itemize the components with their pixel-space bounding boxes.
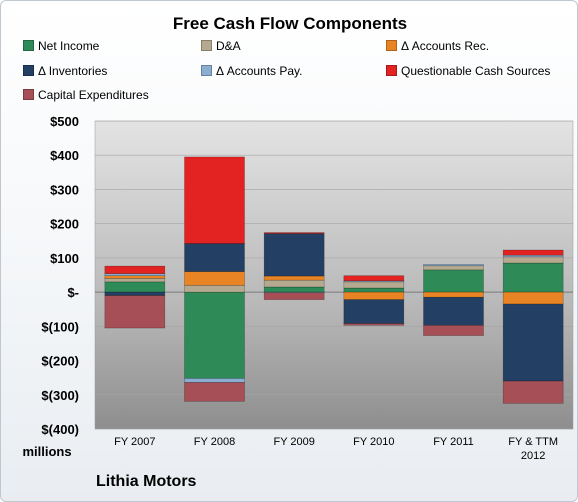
plot-area xyxy=(94,120,574,430)
legend-item: Δ Accounts Pay. xyxy=(201,64,303,78)
y-tick-label: $(400) xyxy=(41,422,79,437)
x-tick-label: FY 2009 xyxy=(273,436,314,448)
legend-item: Δ Inventories xyxy=(23,64,107,78)
y-tick-label: $(200) xyxy=(41,354,79,369)
bar-stacks xyxy=(104,156,564,404)
x-tick-label: FY 2008 xyxy=(194,436,235,448)
company-label: Lithia Motors xyxy=(96,473,197,490)
legend-swatch xyxy=(23,89,34,100)
x-tick-label: FY 2007 xyxy=(114,436,155,448)
bar-segment xyxy=(263,275,325,281)
legend-swatch xyxy=(201,65,212,76)
legend-swatch xyxy=(201,40,212,51)
bar-segment xyxy=(263,279,325,288)
gridlines xyxy=(95,120,573,430)
y-tick-label: $300 xyxy=(50,182,79,197)
y-tick-label: $(100) xyxy=(41,319,79,334)
bar-segment xyxy=(502,256,564,264)
bar-segment xyxy=(184,156,245,244)
y-tick-label: $- xyxy=(67,285,79,300)
chart-legend: Net Income D&A Δ Accounts Rec. Δ Inventorie… xyxy=(1,1,577,111)
bar-segment xyxy=(423,264,484,267)
legend-item: Net Income xyxy=(23,39,99,53)
bar-segment xyxy=(263,233,325,277)
bar-segment xyxy=(343,291,405,300)
x-tick-label: FY & TTM 2012 xyxy=(508,436,558,462)
y-axis-label: millions xyxy=(22,444,71,459)
bar-segment xyxy=(184,291,245,379)
legend-item: Questionable Cash Sources xyxy=(386,64,550,78)
legend-label: Δ Accounts Rec. xyxy=(401,39,490,53)
bar-segment xyxy=(502,303,564,382)
bar-segment xyxy=(343,299,405,324)
y-axis-ticks: $500 $400 $300 $200 $100 $- $(100) $(200) $(300)… xyxy=(41,114,79,437)
bar-segment xyxy=(423,325,484,336)
bar-segment xyxy=(423,265,484,271)
bar-segment xyxy=(104,281,166,293)
x-axis-ticks: FY 2007 FY 2008 FY 2009 FY 2010 FY 2011 FY & … xyxy=(114,436,558,462)
bar-segment xyxy=(263,286,325,293)
bar-segment xyxy=(343,275,405,282)
bar-segment xyxy=(423,296,484,326)
legend-label: Δ Accounts Pay. xyxy=(216,64,303,78)
legend-label: Capital Expenditures xyxy=(38,88,149,102)
bar-segment xyxy=(343,287,405,293)
legend-item: D&A xyxy=(201,39,241,53)
bar-segment xyxy=(104,275,166,279)
bar-segment xyxy=(184,243,245,272)
legend-label: Δ Inventories xyxy=(38,64,108,78)
legend-item: Δ Accounts Rec. xyxy=(386,39,489,53)
legend-label: D&A xyxy=(216,39,241,53)
bar-segment xyxy=(343,281,405,289)
bar-segment xyxy=(502,380,564,404)
legend-item: Capital Expenditures xyxy=(23,88,149,102)
y-tick-label: $200 xyxy=(50,217,79,232)
y-tick-label: $400 xyxy=(50,148,79,163)
bar-segment xyxy=(184,378,245,383)
bar-segment xyxy=(502,262,564,293)
bar-segment xyxy=(184,382,245,402)
bar-segment xyxy=(184,284,245,293)
y-tick-label: $500 xyxy=(50,114,79,129)
legend-swatch xyxy=(386,65,397,76)
bar-segment xyxy=(423,291,484,298)
legend-swatch xyxy=(23,65,34,76)
legend-label: Questionable Cash Sources xyxy=(401,64,551,78)
bar-segment xyxy=(423,269,484,293)
legend-label: Net Income xyxy=(38,39,100,53)
legend-swatch xyxy=(23,40,34,51)
legend-swatch xyxy=(386,40,397,51)
y-tick-label: $100 xyxy=(50,251,79,266)
bar-segment xyxy=(502,249,564,256)
bar-segment xyxy=(104,291,166,296)
bar-segment xyxy=(263,292,325,300)
bar-segment xyxy=(104,265,166,274)
chart-title: Free Cash Flow Components xyxy=(172,14,408,33)
bar-segment xyxy=(502,291,564,305)
bar-segment xyxy=(104,278,166,283)
bar-segment xyxy=(263,232,325,234)
y-tick-label: $(300) xyxy=(41,388,79,403)
bar-segment xyxy=(104,295,166,329)
bar-segment xyxy=(343,323,405,326)
x-tick-label: FY 2010 xyxy=(353,436,394,448)
bar-segment xyxy=(104,273,166,276)
x-tick-label: FY 2011 xyxy=(433,436,474,448)
bar-segment xyxy=(184,271,245,286)
